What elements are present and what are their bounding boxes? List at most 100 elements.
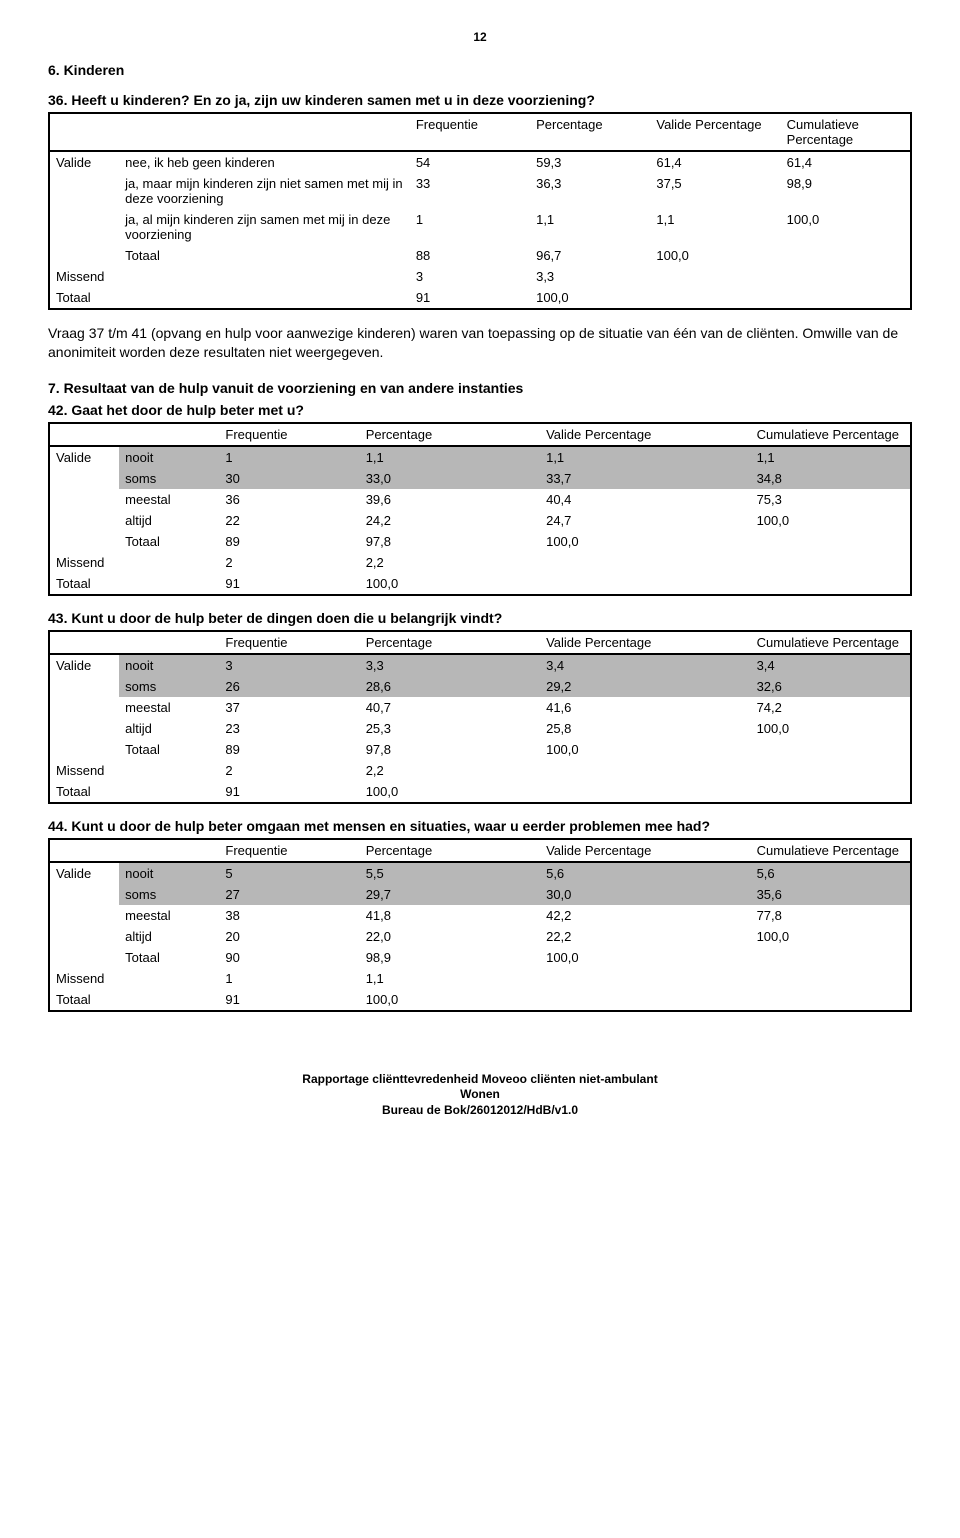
q42-r1-2: 33,7: [540, 468, 750, 489]
q44-h2: Percentage: [360, 839, 540, 862]
q36-r2-c0: 1: [410, 209, 530, 245]
q42-r3-l: altijd: [119, 510, 219, 531]
q44-r3-l: altijd: [119, 926, 219, 947]
q43-table: Frequentie Percentage Valide Percentage …: [48, 630, 912, 804]
q43-r0-l: nooit: [119, 654, 219, 676]
q42-r4-0: 89: [219, 531, 359, 552]
q42-h1: Frequentie: [219, 423, 359, 446]
q44-miss-l: Missend: [49, 968, 119, 989]
q44-r1-1: 29,7: [360, 884, 540, 905]
q44-h3: Valide Percentage: [540, 839, 750, 862]
q36-m-c1: 3,3: [530, 266, 650, 287]
q44-r0-0: 5: [219, 862, 359, 884]
q42-r4-1: 97,8: [360, 531, 540, 552]
page-footer: Rapportage cliënttevredenheid Moveoo cli…: [48, 1072, 912, 1119]
q43-r2-3: 74,2: [751, 697, 911, 718]
q42-r3-0: 22: [219, 510, 359, 531]
q36-r2-c1: 1,1: [530, 209, 650, 245]
q43-r2-2: 41,6: [540, 697, 750, 718]
q43-h3: Valide Percentage: [540, 631, 750, 654]
q36-r0-label: nee, ik heb geen kinderen: [119, 151, 410, 173]
q42-r2-0: 36: [219, 489, 359, 510]
q43-h1: Frequentie: [219, 631, 359, 654]
q44-h1: Frequentie: [219, 839, 359, 862]
q43-r3-0: 23: [219, 718, 359, 739]
q42-miss-0: 2: [219, 552, 359, 573]
q44-r1-2: 30,0: [540, 884, 750, 905]
q36-r1-c3: 98,9: [781, 173, 911, 209]
q42-tot-0: 91: [219, 573, 359, 595]
q42-r1-3: 34,8: [751, 468, 911, 489]
q36-h4: Cumulatieve Percentage: [781, 113, 911, 151]
q42-r3-2: 24,7: [540, 510, 750, 531]
q42-tot-1: 100,0: [360, 573, 540, 595]
q43-r2-0: 37: [219, 697, 359, 718]
q44-title: 44. Kunt u door de hulp beter omgaan met…: [48, 818, 912, 834]
q42-r2-1: 39,6: [360, 489, 540, 510]
q42-group: Valide: [49, 446, 119, 468]
q42-r0-3: 1,1: [751, 446, 911, 468]
q43-r1-0: 26: [219, 676, 359, 697]
q44-r3-3: 100,0: [751, 926, 911, 947]
q42-r1-1: 33,0: [360, 468, 540, 489]
q44-r0-l: nooit: [119, 862, 219, 884]
q42-r0-l: nooit: [119, 446, 219, 468]
q43-r2-1: 40,7: [360, 697, 540, 718]
q36-r2-label: ja, al mijn kinderen zijn samen met mij …: [119, 209, 410, 245]
q43-r1-3: 32,6: [751, 676, 911, 697]
q43-r0-3: 3,4: [751, 654, 911, 676]
q36-r2-c2: 1,1: [650, 209, 780, 245]
q36-r1-c1: 36,3: [530, 173, 650, 209]
q36-missend-label: Missend: [49, 266, 119, 287]
q44-r1-0: 27: [219, 884, 359, 905]
q44-r2-0: 38: [219, 905, 359, 926]
q42-miss-1: 2,2: [360, 552, 540, 573]
section-heading-7: 7. Resultaat van de hulp vanuit de voorz…: [48, 380, 912, 396]
q43-title: 43. Kunt u door de hulp beter de dingen …: [48, 610, 912, 626]
q36-table: Frequentie Percentage Valide Percentage …: [48, 112, 912, 310]
q44-r2-1: 41,8: [360, 905, 540, 926]
q43-r4-0: 89: [219, 739, 359, 760]
q43-group: Valide: [49, 654, 119, 676]
q44-miss-1: 1,1: [360, 968, 540, 989]
q36-h2: Percentage: [530, 113, 650, 151]
q42-r2-2: 40,4: [540, 489, 750, 510]
q44-r3-2: 22,2: [540, 926, 750, 947]
q36-r3-c0: 88: [410, 245, 530, 266]
q44-miss-0: 1: [219, 968, 359, 989]
q43-r0-1: 3,3: [360, 654, 540, 676]
q43-r1-l: soms: [119, 676, 219, 697]
q43-r1-2: 29,2: [540, 676, 750, 697]
q36-group-label: Valide: [49, 151, 119, 173]
q43-miss-0: 2: [219, 760, 359, 781]
q42-r0-2: 1,1: [540, 446, 750, 468]
q44-r3-0: 20: [219, 926, 359, 947]
q42-r1-0: 30: [219, 468, 359, 489]
q44-tot-1: 100,0: [360, 989, 540, 1011]
q44-r0-1: 5,5: [360, 862, 540, 884]
q42-h2: Percentage: [360, 423, 540, 446]
q44-r3-1: 22,0: [360, 926, 540, 947]
q44-r4-1: 98,9: [360, 947, 540, 968]
q42-r3-3: 100,0: [751, 510, 911, 531]
q36-m-c0: 3: [410, 266, 530, 287]
q42-r2-3: 75,3: [751, 489, 911, 510]
q36-t-c0: 91: [410, 287, 530, 309]
q44-r4-l: Totaal: [119, 947, 219, 968]
q36-r3-c2: 100,0: [650, 245, 780, 266]
q44-tot-l: Totaal: [49, 989, 119, 1011]
q36-r1-c0: 33: [410, 173, 530, 209]
q36-r0-c2: 61,4: [650, 151, 780, 173]
q43-tot-l: Totaal: [49, 781, 119, 803]
q43-r3-2: 25,8: [540, 718, 750, 739]
q43-r4-l: Totaal: [119, 739, 219, 760]
q43-r0-2: 3,4: [540, 654, 750, 676]
q42-h4: Cumulatieve Percentage: [751, 423, 911, 446]
q36-r0-c1: 59,3: [530, 151, 650, 173]
q44-tot-0: 91: [219, 989, 359, 1011]
q44-h4: Cumulatieve Percentage: [751, 839, 911, 862]
q43-r4-2: 100,0: [540, 739, 750, 760]
q44-r1-3: 35,6: [751, 884, 911, 905]
q36-r2-c3: 100,0: [781, 209, 911, 245]
q42-miss-l: Missend: [49, 552, 119, 573]
